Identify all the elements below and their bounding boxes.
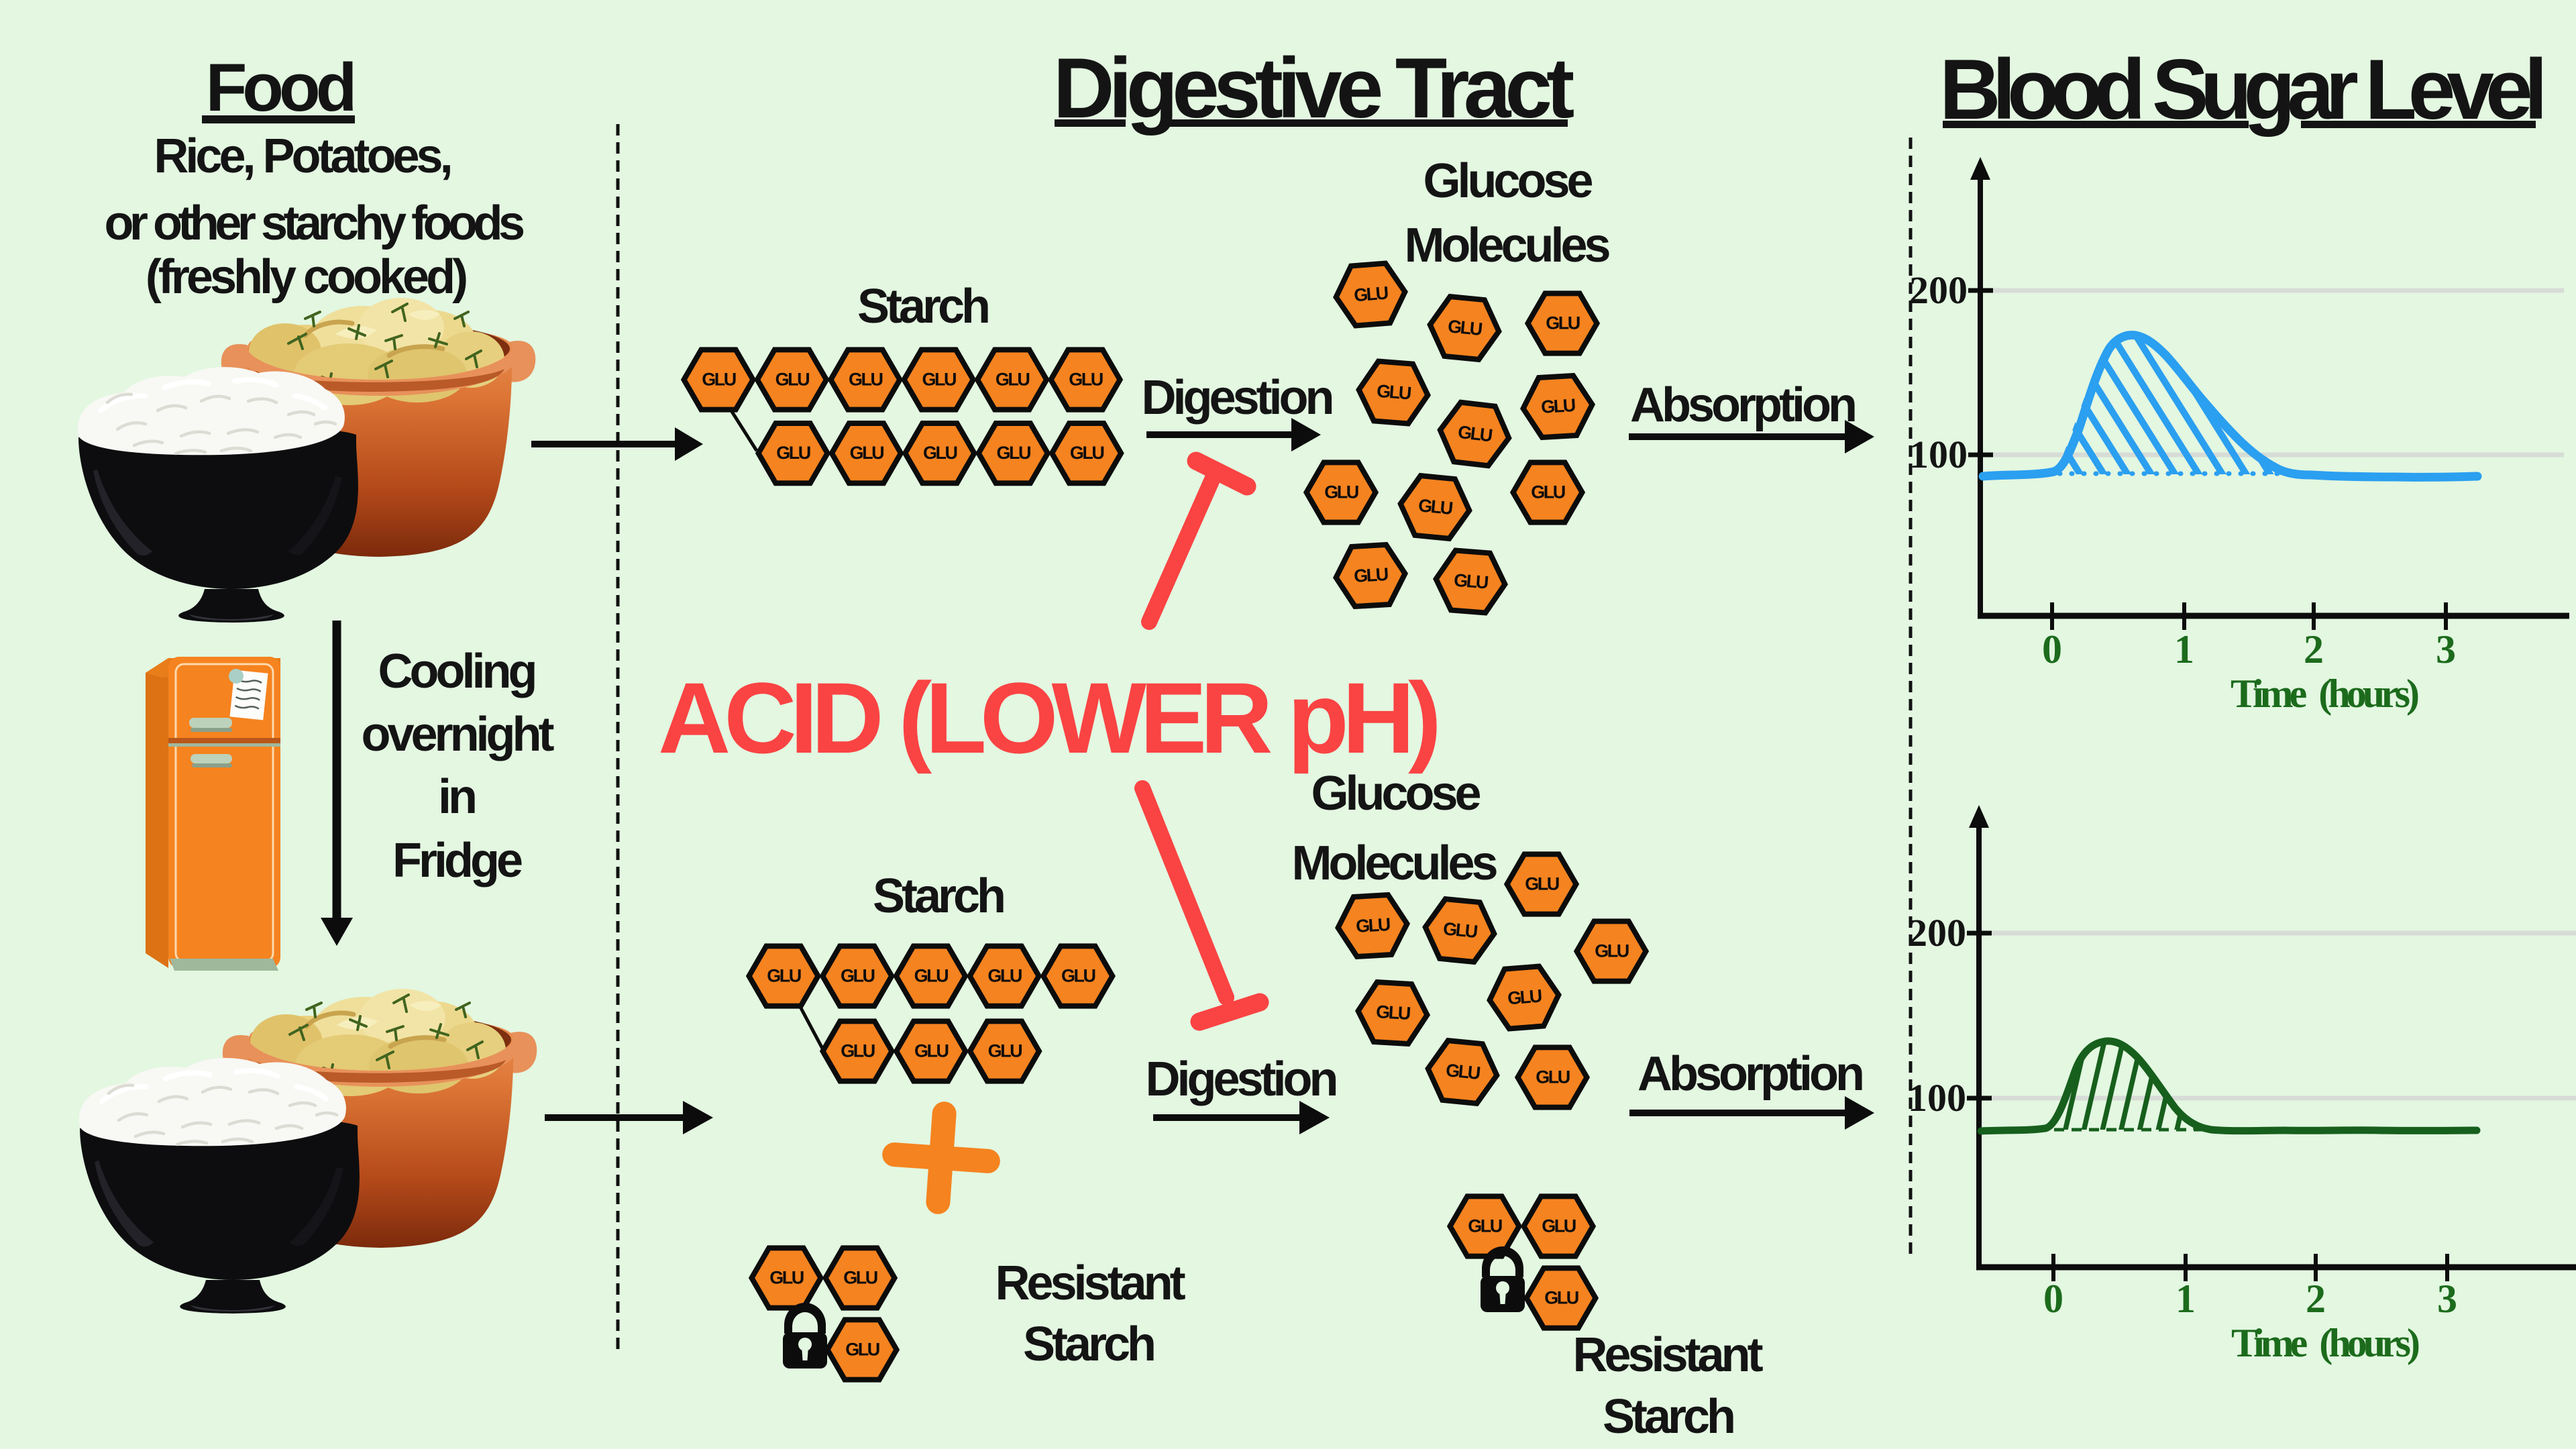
svg-text:100: 100 bbox=[1908, 1076, 1966, 1120]
svg-text:100: 100 bbox=[1909, 433, 1968, 476]
svg-text:in: in bbox=[438, 770, 475, 824]
svg-text:Molecules: Molecules bbox=[1404, 219, 1609, 272]
svg-text:Glucose: Glucose bbox=[1311, 767, 1480, 820]
svg-text:200: 200 bbox=[1908, 911, 1966, 955]
svg-text:1: 1 bbox=[2176, 1277, 2196, 1321]
svg-text:3: 3 bbox=[2436, 627, 2456, 672]
svg-text:Digestion: Digestion bbox=[1141, 371, 1332, 425]
svg-text:or other starchy foods: or other starchy foods bbox=[104, 197, 524, 250]
svg-text:Resistant: Resistant bbox=[1572, 1328, 1763, 1382]
svg-text:0: 0 bbox=[2042, 627, 2062, 672]
svg-text:Molecules: Molecules bbox=[1291, 837, 1497, 890]
svg-text:Resistant: Resistant bbox=[995, 1256, 1185, 1310]
svg-text:Starch: Starch bbox=[857, 280, 988, 333]
svg-text:overnight: overnight bbox=[361, 708, 554, 761]
svg-text:Food: Food bbox=[206, 50, 354, 125]
svg-text:Starch: Starch bbox=[1023, 1318, 1154, 1371]
svg-text:Fridge: Fridge bbox=[392, 834, 522, 888]
svg-text:Rice, Potatoes,: Rice, Potatoes, bbox=[154, 129, 450, 183]
svg-text:Absorption: Absorption bbox=[1630, 378, 1855, 432]
svg-text:Cooling: Cooling bbox=[378, 645, 535, 698]
svg-text:Glucose: Glucose bbox=[1423, 154, 1592, 208]
svg-text:0: 0 bbox=[2043, 1277, 2063, 1321]
svg-text:ACID (LOWER pH): ACID (LOWER pH) bbox=[658, 661, 1437, 774]
svg-text:200: 200 bbox=[1909, 268, 1968, 312]
svg-text:Starch: Starch bbox=[1603, 1390, 1733, 1444]
svg-text:3: 3 bbox=[2437, 1277, 2457, 1321]
svg-text:Digestion: Digestion bbox=[1145, 1053, 1336, 1106]
svg-text:Time (hours): Time (hours) bbox=[2231, 672, 2418, 716]
svg-text:Absorption: Absorption bbox=[1638, 1047, 1862, 1101]
svg-text:(freshly cooked): (freshly cooked) bbox=[146, 250, 466, 304]
svg-text:2: 2 bbox=[2304, 627, 2324, 672]
svg-text:Time (hours): Time (hours) bbox=[2231, 1321, 2419, 1365]
svg-text:1: 1 bbox=[2174, 627, 2194, 672]
svg-text:Starch: Starch bbox=[873, 869, 1004, 923]
svg-text:2: 2 bbox=[2306, 1277, 2326, 1321]
